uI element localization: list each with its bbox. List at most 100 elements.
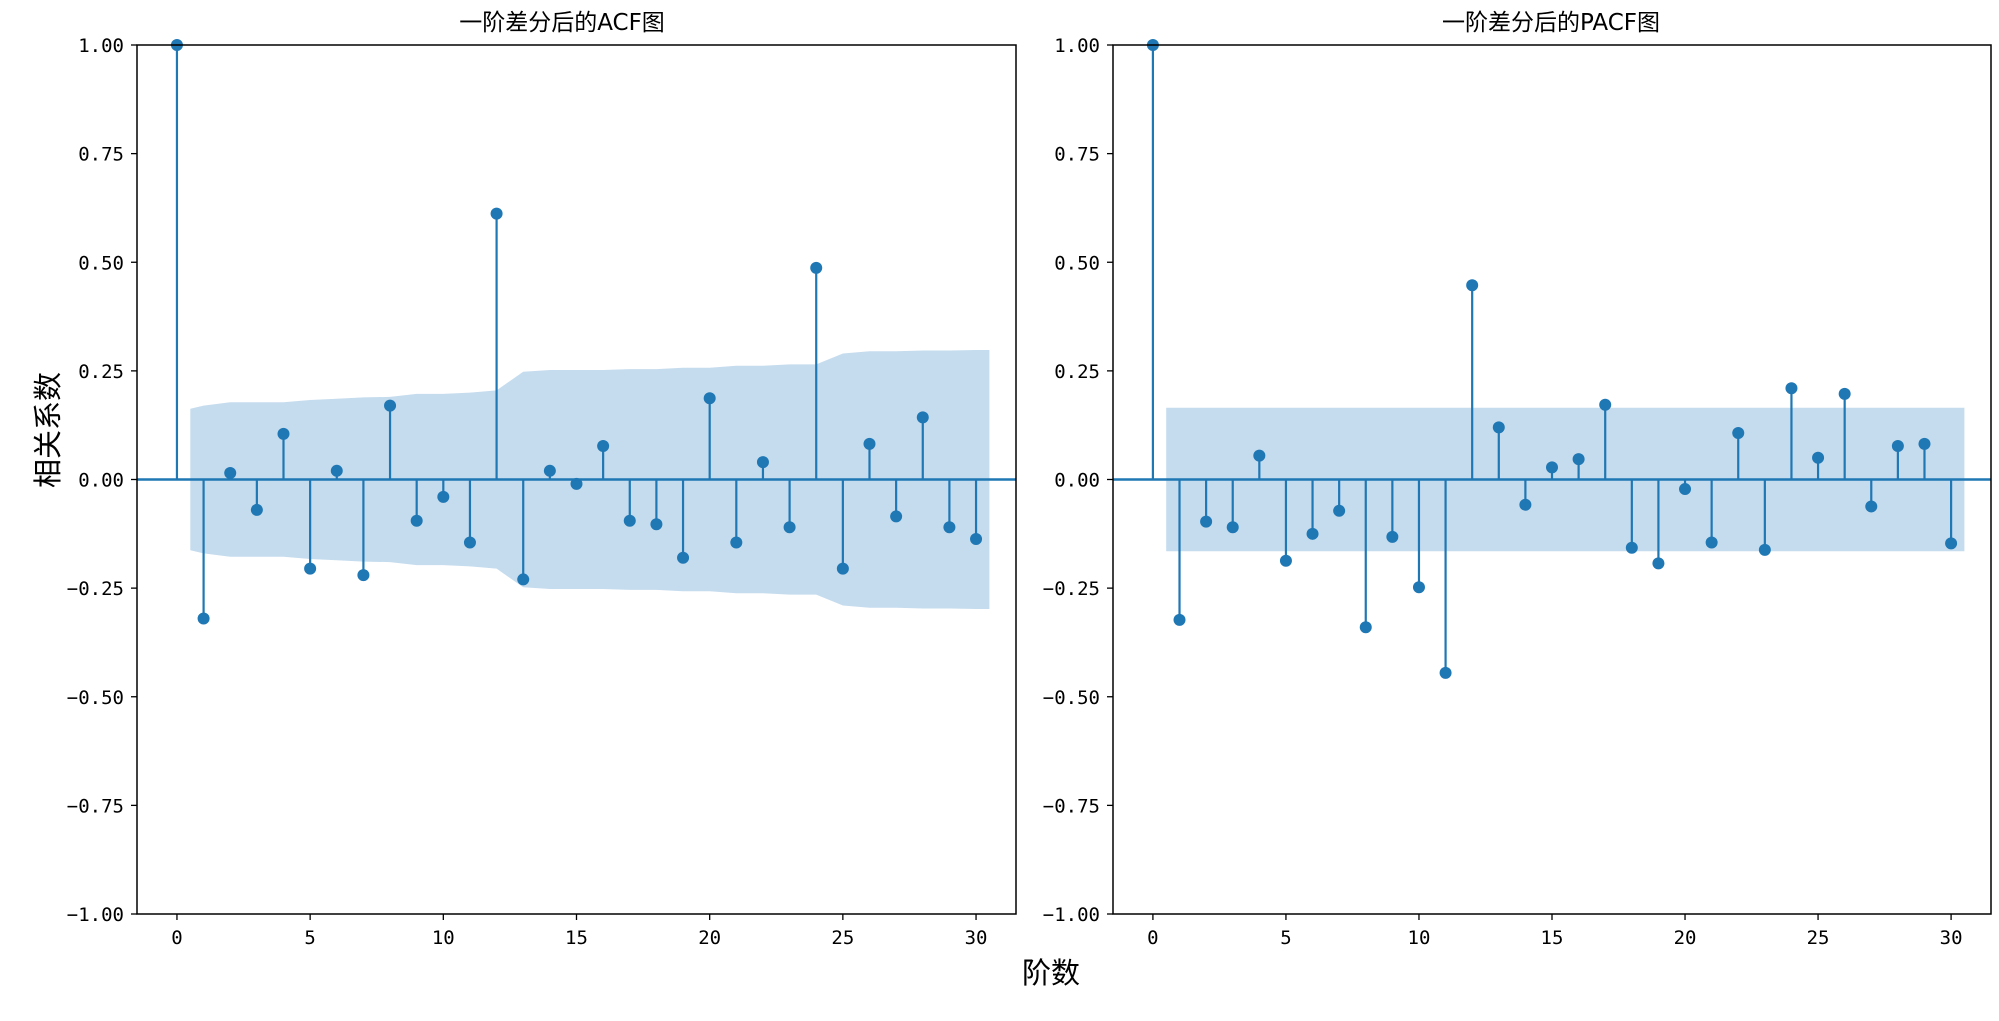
acf-y-ticks: 1.00 0.75 0.50 0.25 0.00 −0.25 −0.50 −0.75 −1.00 [67,35,137,926]
x-axis-label: 阶数 [1022,956,1080,990]
acf-stem-marker [384,399,397,412]
pacf-stems [1146,39,1958,679]
pacf-stem-marker [1918,437,1931,450]
acf-stem-marker [437,490,450,503]
pacf-stem-marker [1439,666,1452,679]
acf-stem-marker [943,521,956,534]
pacf-y-tick-label: 0.25 [1054,361,1100,383]
pacf-stem-marker [1652,557,1665,570]
pacf-x-tick-label: 10 [1408,927,1431,949]
pacf-stem-marker [1891,440,1904,453]
pacf-stem-marker [1306,527,1319,540]
pacf-x-tick-label: 15 [1541,927,1564,949]
acf-stem-marker [357,569,370,582]
acf-y-tick-label: 0.25 [78,361,124,383]
acf-stem-marker [304,562,317,575]
pacf-y-ticks: 1.00 0.75 0.50 0.25 0.00 −0.25 −0.50 −0.75 −1.00 [1043,35,1113,926]
pacf-stem-marker [1279,554,1292,567]
pacf-stem-marker [1812,451,1825,464]
acf-x-tick-label: 20 [698,927,721,949]
pacf-stem-marker [1546,461,1558,474]
pacf-stem-marker [1412,581,1425,594]
acf-stem-marker [570,477,583,490]
pacf-stem-marker [1492,421,1505,434]
acf-y-tick-label: 0.00 [78,470,124,492]
acf-stem-marker [863,437,876,450]
acf-y-tick-label: 1.00 [78,35,124,57]
pacf-x-tick-label: 25 [1807,927,1830,949]
acf-stems [170,39,983,625]
acf-stem-marker [703,392,716,405]
acf-stem-marker [597,440,610,453]
acf-x-ticks: 0 5 10 15 20 25 30 [171,914,987,949]
pacf-stem-marker [1333,504,1346,517]
pacf-stem-marker [1732,427,1745,440]
pacf-y-tick-label: −0.25 [1043,578,1100,600]
acf-x-tick-label: 5 [304,927,315,949]
pacf-stem-marker [1838,387,1851,400]
pacf-stem-marker [1359,621,1372,634]
acf-stem-marker [730,536,743,549]
acf-stem-marker [783,521,796,534]
pacf-title: 一阶差分后的PACF图 [1442,10,1660,36]
acf-title: 一阶差分后的ACF图 [459,10,665,36]
acf-stem-marker [410,514,423,527]
pacf-stem-marker [1625,541,1638,554]
acf-y-tick-label: 0.50 [78,252,124,274]
acf-y-tick-label: −0.75 [67,795,124,817]
pacf-stem-marker [1758,543,1771,556]
acf-stem-marker [224,466,237,479]
acf-stem-marker [890,510,903,523]
pacf-stem-marker [1386,530,1399,543]
pacf-stem-marker [1519,498,1532,511]
acf-y-tick-label: 0.75 [78,144,124,166]
pacf-x-tick-label: 0 [1147,927,1158,949]
pacf-y-tick-label: 0.50 [1054,252,1100,274]
acf-y-tick-label: −0.50 [67,687,124,709]
pacf-stem-marker [1679,483,1692,496]
pacf-stem-marker [1200,515,1213,528]
pacf-stem-marker [1599,398,1612,411]
pacf-stem-marker [1226,521,1239,534]
pacf-y-tick-label: 0.00 [1054,470,1100,492]
acf-x-tick-label: 0 [171,927,182,949]
pacf-stem-marker [1572,453,1585,466]
acf-stem-marker [677,551,690,564]
pacf-y-tick-label: −0.75 [1043,795,1100,817]
acf-stem-marker [623,514,636,527]
pacf-stem-marker [1466,279,1479,292]
acf-stem-marker [916,411,929,424]
pacf-stem-marker [1865,500,1878,513]
pacf-stem-marker [1785,382,1798,395]
y-axis-label: 相关系数 [31,372,65,488]
acf-stem-marker [330,464,343,477]
pacf-x-ticks: 0 5 10 15 20 25 30 [1147,914,1963,949]
pacf-y-tick-label: −0.50 [1043,687,1100,709]
acf-x-tick-label: 30 [965,927,988,949]
pacf-x-tick-label: 30 [1940,927,1963,949]
acf-y-tick-label: −1.00 [67,904,124,926]
pacf-stem-marker [1253,449,1266,462]
pacf-x-tick-label: 20 [1674,927,1697,949]
acf-x-tick-label: 10 [432,927,455,949]
acf-stem-marker [463,536,476,549]
pacf-panel: 一阶差分后的PACF图 0 5 10 15 20 25 30 1.00 0.75 0.50 0.2… [1043,10,1992,949]
acf-stem-marker [543,464,556,477]
acf-x-tick-label: 25 [831,927,854,949]
pacf-y-tick-label: 1.00 [1054,35,1100,57]
acf-stem-marker [650,518,663,531]
pacf-stem-marker [1705,536,1718,549]
pacf-stem-marker [1173,613,1186,626]
acf-stem-marker [970,533,983,546]
acf-x-tick-label: 15 [565,927,588,949]
pacf-y-tick-label: 0.75 [1054,144,1100,166]
acf-stem-marker [836,562,849,575]
acf-stem-marker [250,503,263,516]
pacf-y-tick-label: −1.00 [1043,904,1100,926]
acf-stem-marker [810,261,823,274]
acf-stem-marker [756,456,769,469]
pacf-x-tick-label: 5 [1280,927,1291,949]
pacf-stem-marker [1945,537,1958,550]
acf-stem-marker [277,427,290,440]
